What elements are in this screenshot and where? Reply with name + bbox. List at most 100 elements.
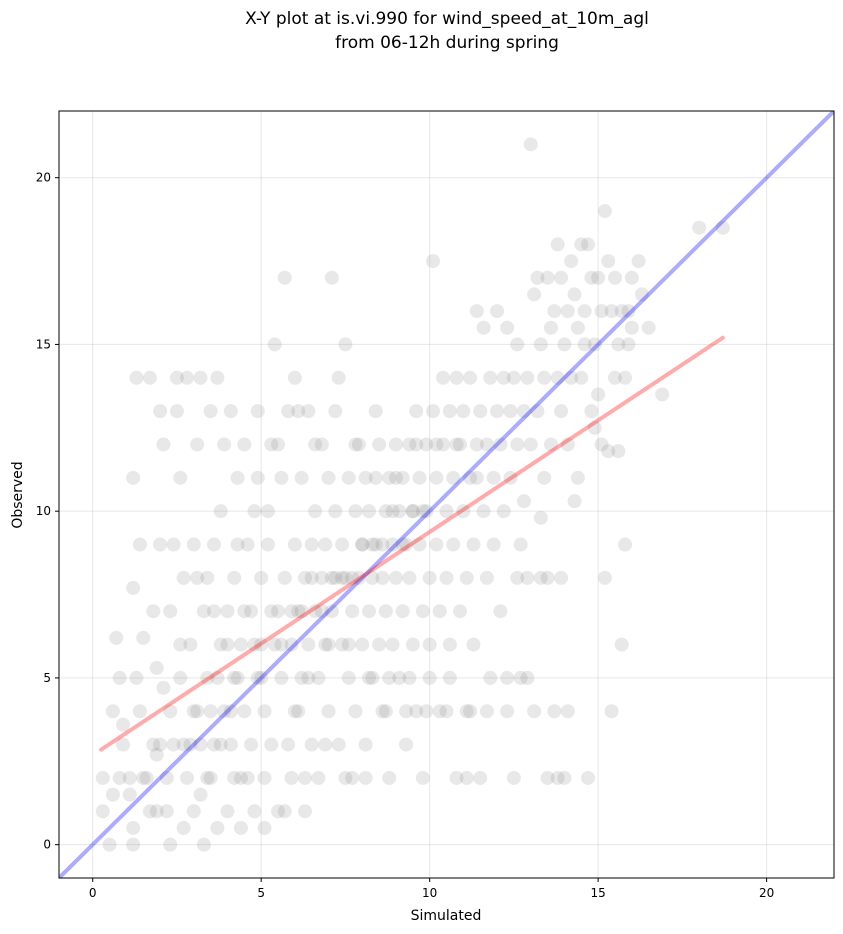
data-point (456, 404, 471, 419)
data-point (368, 470, 383, 485)
data-point (277, 804, 292, 819)
data-point (264, 604, 279, 619)
data-point (618, 537, 633, 552)
data-point (186, 537, 201, 552)
data-point (429, 437, 444, 452)
data-point (490, 304, 505, 319)
data-point (442, 404, 457, 419)
data-point (297, 770, 312, 785)
data-point (321, 470, 336, 485)
data-point (621, 337, 636, 352)
data-point (163, 704, 178, 719)
fit-lines (59, 111, 834, 878)
data-point (382, 470, 397, 485)
data-point (463, 370, 478, 385)
data-point (146, 737, 161, 752)
data-point (217, 437, 232, 452)
data-point (244, 604, 259, 619)
data-point (291, 404, 306, 419)
data-point (223, 737, 238, 752)
data-point (395, 537, 410, 552)
data-point (564, 254, 579, 269)
y-axis-label: Observed (10, 461, 26, 528)
data-point (574, 370, 589, 385)
data-point (587, 420, 602, 435)
data-point (233, 820, 248, 835)
data-point (523, 437, 538, 452)
data-point (560, 304, 575, 319)
data-point (287, 537, 302, 552)
data-point (237, 704, 252, 719)
data-point (203, 404, 218, 419)
data-point (173, 470, 188, 485)
y-tick-label: 15 (36, 337, 51, 351)
data-point (328, 504, 343, 519)
data-point (463, 470, 478, 485)
data-point (631, 254, 646, 269)
data-point (520, 570, 535, 585)
data-point (318, 737, 333, 752)
data-point (169, 370, 184, 385)
data-point (368, 404, 383, 419)
data-point (543, 437, 558, 452)
data-point (183, 637, 198, 652)
data-point (166, 737, 181, 752)
data-point (227, 770, 242, 785)
data-point (220, 604, 235, 619)
data-point (281, 737, 296, 752)
data-point (486, 537, 501, 552)
data-point (193, 370, 208, 385)
data-point (362, 604, 376, 619)
data-point (422, 637, 437, 652)
data-point (634, 287, 649, 302)
data-point (230, 537, 245, 552)
data-point (264, 737, 279, 752)
data-point (607, 370, 622, 385)
data-point (351, 570, 366, 585)
data-point (183, 737, 198, 752)
data-point (153, 537, 168, 552)
plot-frame (58, 110, 835, 879)
data-point (540, 570, 555, 585)
data-point (473, 404, 488, 419)
data-point (227, 670, 242, 685)
data-point (142, 370, 157, 385)
data-point (254, 570, 269, 585)
data-point (314, 570, 329, 585)
data-point (466, 537, 481, 552)
data-point (523, 137, 538, 152)
data-point (254, 670, 269, 685)
data-point (452, 604, 467, 619)
data-point (513, 537, 528, 552)
data-point (308, 437, 323, 452)
data-point (126, 580, 141, 595)
data-point (395, 604, 410, 619)
data-point (577, 337, 592, 352)
data-point (159, 804, 174, 819)
data-point (624, 270, 639, 285)
data-point (186, 704, 201, 719)
data-point (284, 637, 299, 652)
data-point (274, 637, 289, 652)
data-point (112, 670, 127, 685)
data-point (153, 404, 168, 419)
data-point (375, 570, 390, 585)
x-tick-label: 15 (590, 886, 605, 900)
data-point (399, 737, 414, 752)
data-point (375, 704, 390, 719)
data-point (331, 737, 346, 752)
data-point (250, 404, 265, 419)
data-point (122, 770, 137, 785)
data-point (132, 537, 147, 552)
data-point (547, 304, 562, 319)
data-point (345, 770, 360, 785)
data-point (641, 320, 656, 335)
data-point (271, 437, 286, 452)
data-point (500, 320, 515, 335)
data-point (230, 470, 245, 485)
data-point (180, 370, 195, 385)
data-point (176, 820, 191, 835)
data-point (210, 370, 225, 385)
data-point (560, 437, 575, 452)
